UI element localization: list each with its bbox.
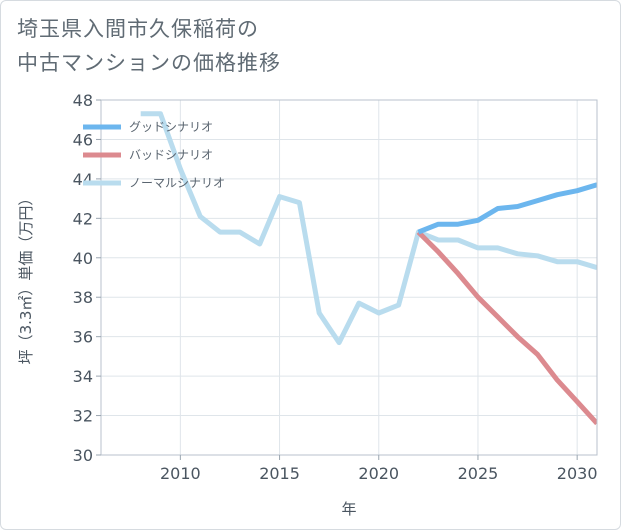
x-tick-label: 2020: [358, 464, 399, 483]
chart-title-line-1: 埼玉県入間市久保稲荷の: [17, 17, 259, 41]
y-tick-label: 44: [73, 170, 93, 189]
y-tick-label: 38: [73, 288, 93, 307]
y-tick-label: 32: [73, 407, 93, 426]
legend-label: ノーマルシナリオ: [129, 176, 225, 190]
legend-label: バッドシナリオ: [129, 148, 213, 162]
y-axis-label: 坪（3.3㎡）単価（万円）: [17, 191, 35, 365]
tick-labels: 30 32 34 36 38 40 42 44 46 48 2010 2015 2020 2025 2030: [73, 91, 598, 483]
chart-title-line-2: 中古マンションの価格推移: [17, 51, 281, 75]
chart-title: 埼玉県入間市久保稲荷の 中古マンションの価格推移: [17, 12, 417, 80]
series-line-bad: [416, 230, 597, 426]
y-tick-label: 30: [73, 446, 93, 465]
x-tick-label: 2030: [557, 464, 598, 483]
y-tick-label: 42: [73, 209, 93, 228]
series-line-normal: [140, 111, 597, 346]
y-tick-label: 46: [73, 130, 93, 149]
x-tick-label: 2010: [160, 464, 201, 483]
series-line-good: [417, 182, 597, 235]
y-tick-label: 36: [73, 328, 93, 347]
plot-border: [100, 99, 598, 456]
x-tick-label: 2015: [259, 464, 300, 483]
y-tick-label: 48: [73, 91, 93, 110]
legend-label: グッドシナリオ: [129, 120, 213, 134]
series-layer: [140, 111, 597, 426]
y-tick-label: 34: [73, 367, 93, 386]
x-tick-label: 2025: [458, 464, 499, 483]
x-axis-label: 年: [341, 500, 356, 518]
y-tick-label: 40: [73, 249, 93, 268]
